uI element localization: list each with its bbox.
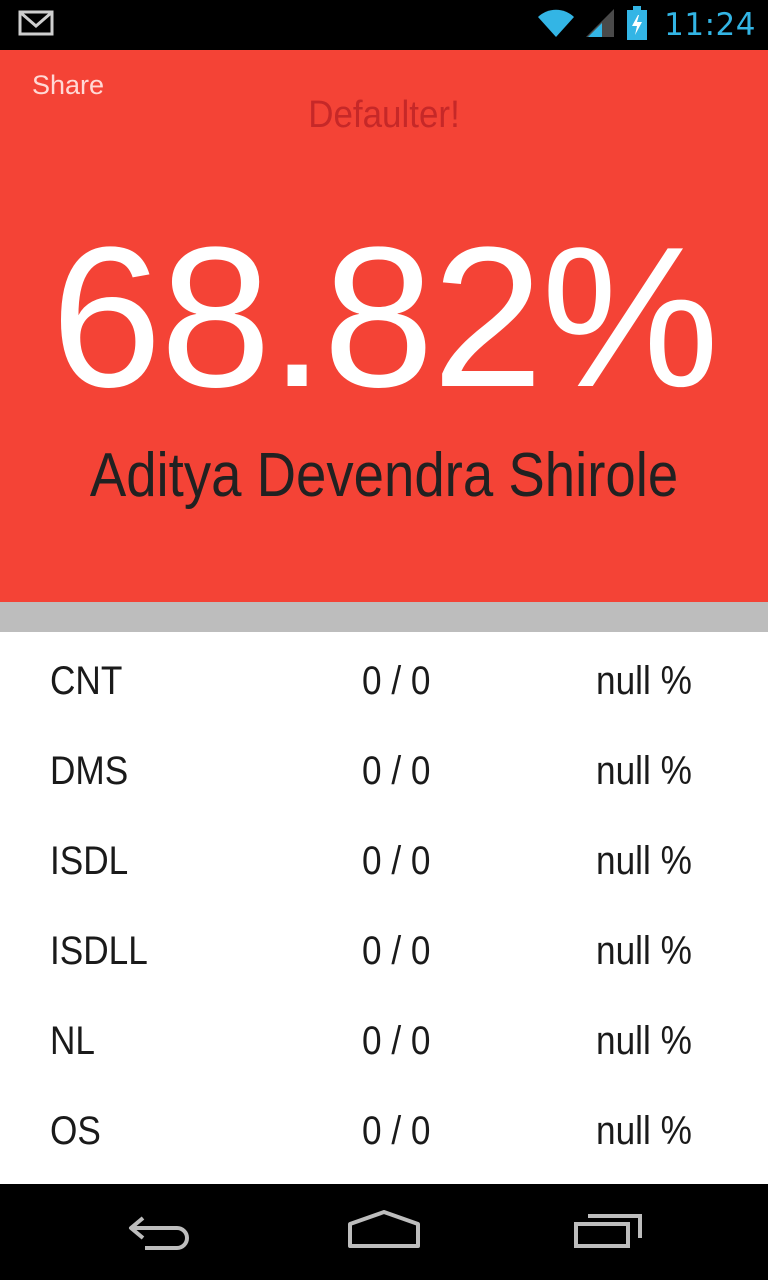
status-time: 11:24 bbox=[664, 7, 756, 43]
subject-row[interactable]: OS 0 / 0 null % bbox=[0, 1082, 768, 1172]
subject-code: ISDL bbox=[50, 839, 129, 883]
battery-charging-icon bbox=[626, 5, 648, 45]
signal-icon bbox=[586, 7, 616, 44]
attendance-count: 0 / 0 bbox=[362, 929, 431, 973]
subject-code: DMS bbox=[50, 749, 129, 793]
share-button[interactable]: Share bbox=[32, 70, 105, 100]
subject-percentage: null % bbox=[596, 659, 692, 703]
attendance-count: 0 / 0 bbox=[362, 659, 431, 703]
subject-percentage: null % bbox=[596, 749, 692, 793]
attendance-count: 0 / 0 bbox=[362, 749, 431, 793]
subject-row[interactable]: ISDLL 0 / 0 null % bbox=[0, 902, 768, 992]
attendance-count: 0 / 0 bbox=[362, 839, 431, 883]
back-button[interactable] bbox=[110, 1204, 210, 1260]
navigation-bar bbox=[0, 1184, 768, 1280]
subject-code: OS bbox=[50, 1109, 101, 1153]
wifi-icon bbox=[536, 7, 576, 44]
subject-code: NL bbox=[50, 1019, 96, 1063]
home-button[interactable] bbox=[334, 1204, 434, 1260]
student-name: Aditya Devendra Shirole bbox=[89, 441, 679, 510]
section-divider bbox=[0, 602, 768, 632]
gmail-icon bbox=[18, 9, 54, 42]
subject-list: CNT 0 / 0 null % DMS 0 / 0 null % ISDL 0… bbox=[0, 632, 768, 1184]
subject-row[interactable]: ISDL 0 / 0 null % bbox=[0, 812, 768, 902]
attendance-count: 0 / 0 bbox=[362, 1109, 431, 1153]
recent-apps-button[interactable] bbox=[558, 1204, 658, 1260]
attendance-count: 0 / 0 bbox=[362, 1019, 431, 1063]
attendance-percentage: 68.82% bbox=[50, 206, 719, 429]
status-left bbox=[18, 9, 54, 42]
status-bar: 11:24 bbox=[0, 0, 768, 50]
subject-percentage: null % bbox=[596, 1109, 692, 1153]
status-right: 11:24 bbox=[536, 5, 756, 45]
subject-percentage: null % bbox=[596, 929, 692, 973]
subject-row[interactable]: DMS 0 / 0 null % bbox=[0, 722, 768, 812]
subject-row[interactable]: NL 0 / 0 null % bbox=[0, 992, 768, 1082]
attendance-header: Share Defaulter! 68.82% Aditya Devendra … bbox=[0, 50, 768, 602]
subject-percentage: null % bbox=[596, 839, 692, 883]
subject-row[interactable]: CNT 0 / 0 null % bbox=[0, 632, 768, 722]
back-icon bbox=[125, 1210, 195, 1255]
attendance-status-title: Defaulter! bbox=[308, 94, 460, 136]
subject-code: ISDLL bbox=[50, 929, 148, 973]
subject-percentage: null % bbox=[596, 1019, 692, 1063]
home-icon bbox=[346, 1209, 422, 1255]
subject-code: CNT bbox=[50, 659, 123, 703]
recent-apps-icon bbox=[572, 1210, 644, 1255]
